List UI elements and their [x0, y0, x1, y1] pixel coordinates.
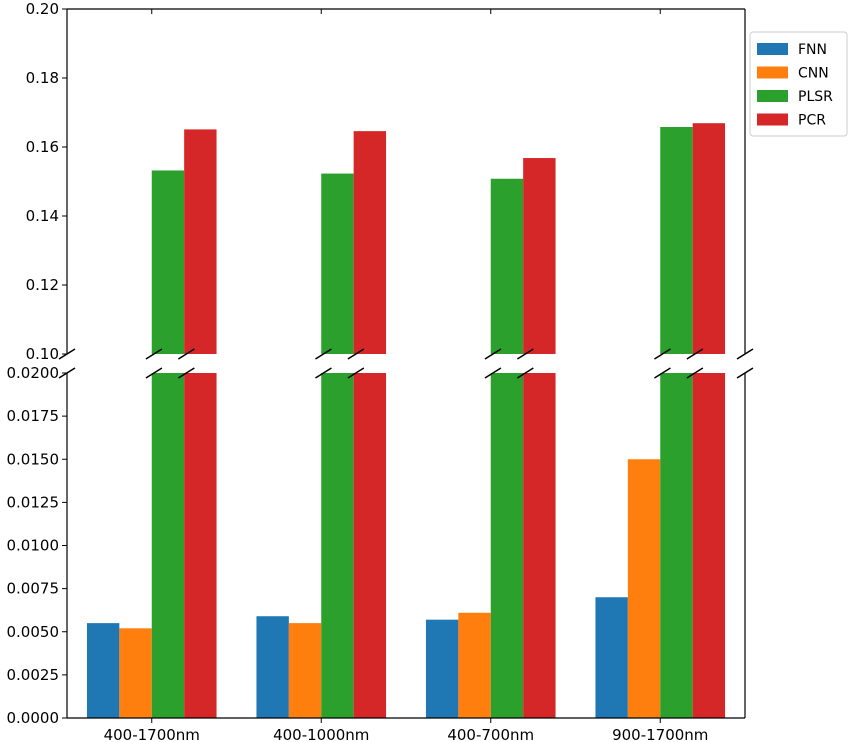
- bar-lower-cnn-2: [458, 612, 491, 718]
- bar-upper-plsr-0: [151, 170, 185, 354]
- bar-upper-pcr-2: [523, 158, 556, 354]
- upper-ytick-label: 0.16: [26, 138, 59, 156]
- bar-break-upper-0-3: [177, 348, 195, 360]
- bar-break-lower-1-3: [347, 367, 365, 379]
- bar-lower-plsr-3: [660, 373, 693, 718]
- break-mark-upper-1: [736, 348, 754, 360]
- bar-lower-fnn-0: [86, 623, 120, 718]
- bar-lower-pcr-2: [523, 373, 556, 718]
- legend-swatch-plsr: [757, 90, 788, 102]
- bar-break-upper-1-3: [347, 348, 365, 360]
- lower-ytick-label: 0.0025: [7, 666, 60, 684]
- lower-ytick-label: 0.0200: [7, 364, 60, 382]
- xtick-label: 400-1000nm: [273, 726, 369, 742]
- bar-upper-plsr-3: [660, 126, 693, 355]
- upper-ytick-label: 0.14: [26, 207, 59, 225]
- lower-ytick-label: 0.0175: [7, 407, 60, 425]
- bar-break-upper-2-3: [516, 348, 534, 360]
- bar-lower-plsr-2: [490, 373, 524, 718]
- xtick-label: 400-1700nm: [104, 726, 200, 742]
- lower-ytick-label: 0.0150: [7, 450, 60, 468]
- upper-ytick-label: 0.18: [26, 69, 59, 87]
- upper-ytick-label: 0.12: [26, 276, 59, 294]
- legend-label-cnn: CNN: [798, 66, 829, 82]
- legend-box: [749, 31, 848, 137]
- bar-lower-plsr-1: [321, 373, 354, 718]
- bar-lower-fnn-1: [256, 616, 289, 718]
- bar-break-upper-3-3: [686, 348, 704, 360]
- xtick-label: 400-700nm: [447, 726, 534, 742]
- bar-upper-pcr-0: [184, 129, 217, 354]
- axis-break-marks: [58, 348, 754, 379]
- upper-ytick-label: 0.10: [26, 345, 59, 363]
- bar-lower-fnn-2: [425, 619, 459, 718]
- bar-break-lower-1-2: [315, 367, 332, 379]
- bar-break-lower-3-3: [686, 367, 704, 379]
- bar-lower-cnn-3: [627, 459, 661, 718]
- lower-panel: 0.0000 0.0025 0.0050 0.0075 0.0100 0.0125 0.01…: [7, 364, 746, 742]
- legend-label-fnn: FNN: [798, 42, 827, 58]
- bar-break-upper-2-2: [484, 348, 502, 360]
- lower-ytick-label: 0.0000: [7, 709, 60, 727]
- upper-ytick-label: 0.20: [26, 0, 59, 18]
- lower-ytick-label: 0.0050: [7, 623, 60, 641]
- bar-upper-pcr-1: [353, 131, 387, 354]
- lower-ytick-label: 0.0075: [7, 580, 60, 598]
- bar-lower-pcr-1: [353, 373, 387, 718]
- upper-panel: 0.10 0.12 0.14 0.16 0.18 0.20: [26, 0, 746, 363]
- legend-label-pcr: PCR: [798, 113, 826, 129]
- legend: FNN CNN PLSR PCR: [749, 31, 848, 137]
- bar-break-upper-1-2: [315, 348, 332, 360]
- break-mark-lower-0: [58, 367, 76, 379]
- bar-upper-plsr-1: [321, 173, 354, 354]
- bar-break-upper-0-2: [145, 348, 163, 360]
- legend-swatch-pcr: [757, 113, 788, 126]
- bar-lower-pcr-0: [184, 373, 217, 718]
- bar-lower-cnn-0: [119, 628, 152, 718]
- bar-lower-cnn-1: [288, 623, 322, 718]
- bar-break-lower-2-2: [484, 367, 502, 379]
- bar-break-lower-3-2: [654, 367, 671, 379]
- bar-break-lower-0-3: [177, 367, 195, 379]
- break-mark-lower-1: [736, 367, 754, 379]
- bar-lower-pcr-3: [692, 373, 726, 718]
- bar-break-upper-3-2: [654, 348, 671, 360]
- break-mark-upper-0: [58, 348, 76, 360]
- bar-lower-plsr-0: [151, 373, 185, 718]
- lower-ytick-label: 0.0125: [7, 493, 60, 511]
- legend-swatch-cnn: [757, 66, 788, 79]
- legend-label-plsr: PLSR: [798, 89, 833, 105]
- bar-lower-fnn-3: [595, 597, 628, 718]
- bar-break-lower-0-2: [145, 367, 163, 379]
- xtick-label: 900-1700nm: [612, 726, 708, 742]
- lower-ytick-label: 0.0100: [7, 537, 60, 555]
- bar-break-lower-2-3: [516, 367, 534, 379]
- bar-upper-plsr-2: [490, 178, 524, 354]
- bar-upper-pcr-3: [692, 123, 726, 354]
- legend-swatch-fnn: [757, 43, 788, 55]
